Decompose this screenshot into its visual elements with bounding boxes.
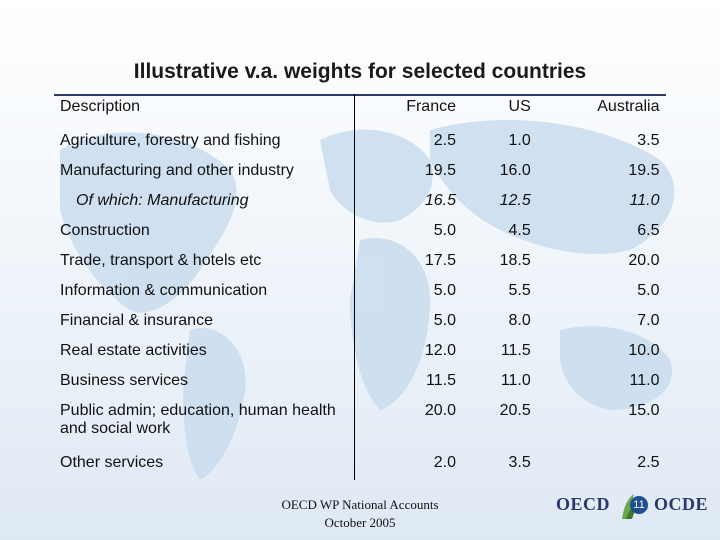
row-label: Of which: Manufacturing <box>76 192 249 209</box>
cell-us: 16.0 <box>499 162 531 179</box>
cell-france: 11.5 <box>353 368 462 398</box>
cell-us: 12.5 <box>499 192 531 209</box>
table-row: Real estate activities 12.0 11.5 10.0 <box>54 338 666 368</box>
cell-france: 2.0 <box>353 450 462 480</box>
table-row: Financial & insurance 5.0 8.0 7.0 <box>54 308 666 338</box>
cell-australia: 6.5 <box>637 222 660 239</box>
row-label: Agriculture, forestry and fishing <box>60 132 281 149</box>
column-header-description: Description <box>60 98 141 115</box>
cell-france: 12.0 <box>353 338 462 368</box>
cell-us: 8.0 <box>508 312 531 329</box>
cell-australia: 20.0 <box>628 252 660 269</box>
cell-france: 19.5 <box>353 158 462 188</box>
cell-australia: 11.0 <box>629 192 660 209</box>
row-label: Trade, transport & hotels etc <box>60 252 262 269</box>
table-header-row: Description France US Australia <box>54 94 666 128</box>
logo-text-ocde: OCDE <box>654 494 709 514</box>
cell-australia: 11.0 <box>629 372 660 389</box>
table-row: Trade, transport & hotels etc 17.5 18.5 … <box>54 248 666 278</box>
cell-us: 4.5 <box>508 222 531 239</box>
page-title: Illustrative v.a. weights for selected c… <box>133 60 587 83</box>
table-row: Business services 11.5 11.0 11.0 <box>54 368 666 398</box>
row-label: Financial & insurance <box>60 312 213 329</box>
cell-australia: 10.0 <box>628 342 660 359</box>
table-row: Information & communication 5.0 5.5 5.0 <box>54 278 666 308</box>
table-row: Of which: Manufacturing 16.5 12.5 11.0 <box>54 188 666 218</box>
row-label: Construction <box>60 222 150 239</box>
cell-us: 18.5 <box>499 252 531 269</box>
cell-australia: 2.5 <box>637 454 660 471</box>
row-label: Manufacturing and other industry <box>60 162 294 179</box>
cell-australia: 7.0 <box>637 312 660 329</box>
cell-us: 11.0 <box>500 372 531 389</box>
cell-australia: 15.0 <box>628 402 660 419</box>
cell-france: 5.0 <box>353 308 462 338</box>
weights-table: Description France US Australia Agricult… <box>54 94 666 480</box>
column-header-us: US <box>508 98 531 115</box>
cell-australia: 5.0 <box>637 282 660 299</box>
cell-us: 20.5 <box>499 402 531 419</box>
cell-france: 2.5 <box>353 128 462 158</box>
table-row: Other services 2.0 3.5 2.5 <box>54 450 666 480</box>
cell-france: 5.0 <box>353 278 462 308</box>
cell-us: 11.5 <box>500 342 531 359</box>
table-row: Public admin; education, human health an… <box>54 398 666 450</box>
cell-france: 20.0 <box>353 398 462 450</box>
row-label: Other services <box>60 454 164 471</box>
cell-france: 17.5 <box>353 248 462 278</box>
row-label: Public admin; education, human health an… <box>60 402 336 437</box>
row-label: Business services <box>60 372 189 389</box>
logo-text-oecd: OECD <box>556 494 611 514</box>
table-row: Construction 5.0 4.5 6.5 <box>54 218 666 248</box>
table-row: Manufacturing and other industry 19.5 16… <box>54 158 666 188</box>
table-row: Agriculture, forestry and fishing 2.5 1.… <box>54 128 666 158</box>
cell-france: 16.5 <box>353 188 462 218</box>
cell-australia: 3.5 <box>637 132 660 149</box>
page-number-badge: 11 <box>630 496 648 514</box>
footer-line-2: October 2005 <box>324 515 396 530</box>
cell-australia: 19.5 <box>628 162 660 179</box>
row-label: Information & communication <box>60 282 268 299</box>
row-label: Real estate activities <box>60 342 207 359</box>
cell-us: 3.5 <box>508 454 531 471</box>
column-header-france: France <box>353 94 462 128</box>
cell-france: 5.0 <box>353 218 462 248</box>
footer-caption: OECD WP National Accounts October 2005 <box>250 496 470 532</box>
footer-line-1: OECD WP National Accounts <box>281 497 439 512</box>
cell-us: 1.0 <box>508 132 531 149</box>
cell-us: 5.5 <box>508 282 531 299</box>
oecd-logo: OECD 11 OCDE <box>556 492 709 522</box>
column-header-australia: Australia <box>597 98 660 115</box>
